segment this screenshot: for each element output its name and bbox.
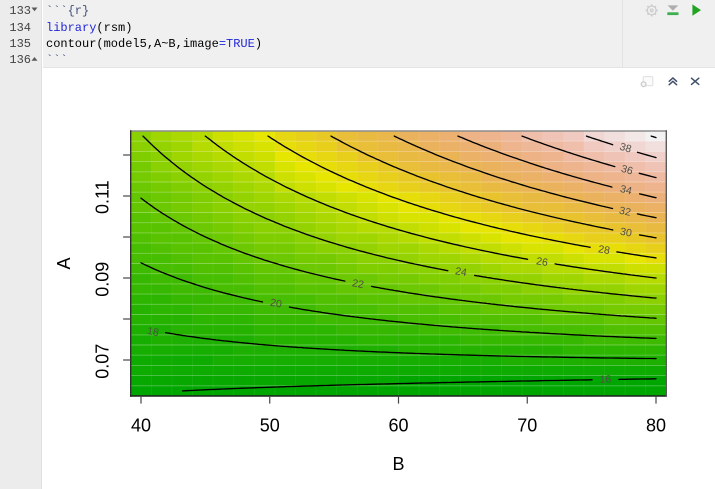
svg-text:24: 24 [454,265,468,279]
svg-text:18: 18 [146,325,160,339]
svg-text:A: A [54,257,74,269]
svg-text:B: B [392,454,404,474]
svg-text:70: 70 [517,416,537,436]
svg-text:30: 30 [619,226,633,240]
svg-text:80: 80 [646,416,666,436]
svg-text:40: 40 [131,416,151,436]
svg-text:16: 16 [600,374,612,386]
svg-text:0.11: 0.11 [93,180,113,214]
svg-text:20: 20 [269,297,283,311]
svg-text:0.07: 0.07 [93,344,113,379]
svg-text:38: 38 [618,141,633,156]
svg-text:50: 50 [260,416,280,436]
svg-text:36: 36 [620,163,635,178]
svg-text:60: 60 [388,416,408,436]
svg-text:0.09: 0.09 [93,262,113,297]
svg-text:32: 32 [618,205,632,219]
svg-text:26: 26 [535,255,549,269]
svg-text:22: 22 [351,277,365,291]
svg-text:28: 28 [597,243,611,257]
svg-text:34: 34 [619,183,633,197]
